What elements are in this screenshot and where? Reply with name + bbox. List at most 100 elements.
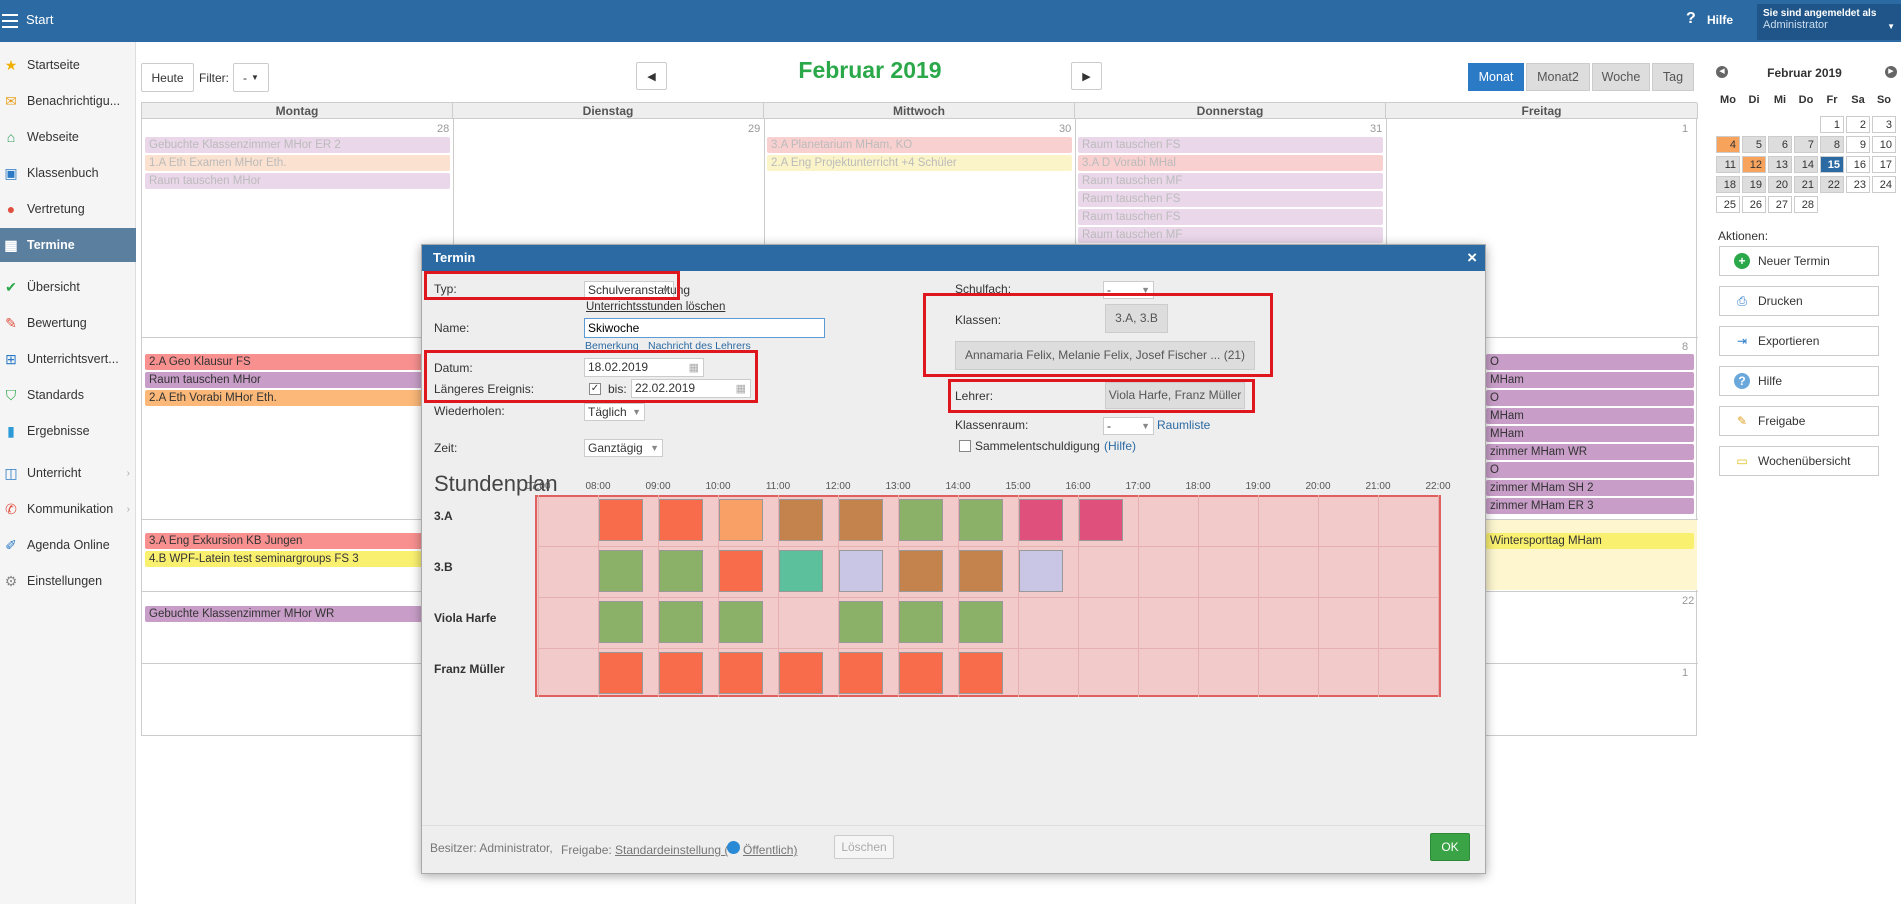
sammel-help-link[interactable]: (Hilfe) (1104, 439, 1136, 453)
lesson-block[interactable] (839, 652, 883, 694)
calendar-event[interactable]: Gebuchte Klassenzimmer MHor ER 2 (145, 137, 450, 153)
sidebar-item-8[interactable]: ⊞ Unterrichtsvert... (0, 342, 136, 376)
lesson-block[interactable] (1079, 499, 1123, 541)
sidebar-item-7[interactable]: ✎ Bewertung (0, 306, 136, 340)
klassenraum-select[interactable]: - ▼ (1103, 417, 1154, 435)
lesson-block[interactable] (839, 550, 883, 592)
wiederholen-select[interactable]: Täglich ▼ (584, 403, 645, 421)
mini-next-icon[interactable]: ▶ (1885, 66, 1897, 78)
sidebar-item-5[interactable]: ▦ Termine (0, 228, 136, 262)
mini-cal-day[interactable]: 7 (1794, 136, 1818, 153)
calendar-event[interactable]: 3.A Eng Exkursion KB Jungen (145, 533, 450, 549)
close-icon[interactable]: × (1467, 248, 1477, 267)
sidebar-item-13[interactable]: ✐ Agenda Online (0, 528, 136, 562)
mini-cal-day[interactable]: 13 (1768, 156, 1792, 173)
lesson-block[interactable] (959, 601, 1003, 643)
mini-cal-day[interactable]: 9 (1846, 136, 1870, 153)
mini-cal-day[interactable]: 24 (1872, 176, 1896, 193)
calendar-event[interactable]: MHam (1486, 372, 1694, 388)
mini-cal-day[interactable]: 5 (1742, 136, 1766, 153)
calendar-event[interactable]: 2.A Eng Projektunterricht +4 Schüler (767, 155, 1072, 171)
lehrer-field[interactable]: Viola Harfe, Franz Müller (1105, 382, 1245, 409)
calendar-event[interactable]: 3.A D Vorabi MHal (1078, 155, 1383, 171)
sidebar-item-2[interactable]: ⌂ Webseite (0, 120, 136, 154)
lesson-block[interactable] (599, 652, 643, 694)
calendar-event[interactable]: Raum tauschen FS (1078, 137, 1383, 153)
lesson-block[interactable] (599, 499, 643, 541)
lesson-block[interactable] (659, 499, 703, 541)
sidebar-item-11[interactable]: ◫ Unterricht › (0, 456, 136, 490)
ok-button[interactable]: OK (1430, 833, 1470, 861)
next-month-button[interactable]: ▶ (1071, 62, 1102, 90)
sidebar-item-4[interactable]: ● Vertretung (0, 192, 136, 226)
lesson-block[interactable] (959, 499, 1003, 541)
lesson-block[interactable] (719, 601, 763, 643)
freigabe-public-link[interactable]: Öffentlich) (743, 843, 798, 857)
calendar-event[interactable]: O (1486, 354, 1694, 370)
lesson-block[interactable] (1019, 550, 1063, 592)
action-button[interactable]: ✎ Freigabe (1719, 406, 1879, 436)
nachricht-link[interactable]: Nachricht des Lehrers (648, 340, 751, 352)
calendar-event[interactable]: O (1486, 390, 1694, 406)
mini-cal-day[interactable]: 26 (1742, 196, 1766, 213)
mini-cal-day[interactable]: 10 (1872, 136, 1896, 153)
delete-button[interactable]: Löschen (834, 835, 894, 859)
calendar-event[interactable]: MHam (1486, 426, 1694, 442)
mini-cal-day[interactable]: 11 (1716, 156, 1740, 173)
calendar-event[interactable]: Raum tauschen MHor (145, 173, 450, 189)
calendar-event[interactable]: 2.A Geo Klausur FS (145, 354, 450, 370)
help-link[interactable]: Hilfe (1707, 13, 1734, 27)
view-month2-button[interactable]: Monat2 (1526, 63, 1590, 91)
lesson-block[interactable] (719, 652, 763, 694)
lesson-block[interactable] (719, 550, 763, 592)
sidebar-item-10[interactable]: ▮ Ergebnisse (0, 414, 136, 448)
lesson-block[interactable] (899, 652, 943, 694)
mini-cal-day[interactable]: 2 (1846, 116, 1870, 133)
typ-select[interactable]: Schulveranstaltung ▼ (584, 281, 690, 299)
mini-cal-day[interactable]: 4 (1716, 136, 1740, 153)
delete-lessons-link[interactable]: Unterrichtsstunden löschen (586, 301, 726, 313)
zeit-select[interactable]: Ganztägig ▼ (584, 439, 663, 457)
lesson-block[interactable] (659, 550, 703, 592)
sidebar-item-12[interactable]: ✆ Kommunikation › (0, 492, 136, 526)
filter-select[interactable]: - ▼ (233, 63, 269, 92)
long-event-checkbox[interactable]: ✓ (589, 383, 601, 395)
mini-cal-day[interactable]: 14 (1794, 156, 1818, 173)
calendar-event[interactable]: Raum tauschen MF (1078, 227, 1383, 243)
calendar-event[interactable]: 3.A Planetarium MHam, KO (767, 137, 1072, 153)
mini-cal-day[interactable]: 6 (1768, 136, 1792, 153)
lesson-block[interactable] (839, 601, 883, 643)
sidebar-item-6[interactable]: ✔ Übersicht (0, 270, 136, 304)
mini-cal-day[interactable]: 28 (1794, 196, 1818, 213)
bemerkung-link[interactable]: Bemerkung (585, 340, 639, 352)
calendar-event[interactable]: 1.A Eth Examen MHor Eth. (145, 155, 450, 171)
mini-cal-day[interactable]: 22 (1820, 176, 1844, 193)
mini-cal-day[interactable]: 8 (1820, 136, 1844, 153)
mini-cal-day[interactable]: 12 (1742, 156, 1766, 173)
lesson-block[interactable] (899, 499, 943, 541)
students-field[interactable]: Annamaria Felix, Melanie Felix, Josef Fi… (955, 341, 1255, 370)
sidebar-item-1[interactable]: ✉ Benachrichtigu... (0, 84, 136, 118)
today-button[interactable]: Heute (141, 63, 194, 92)
sidebar-item-0[interactable]: ★ Startseite (0, 48, 136, 82)
lesson-block[interactable] (659, 652, 703, 694)
sidebar-item-14[interactable]: ⚙ Einstellungen (0, 564, 136, 598)
calendar-event[interactable]: zimmer MHam SH 2 (1486, 480, 1694, 496)
action-button[interactable]: ? Hilfe (1719, 366, 1879, 396)
mini-cal-day[interactable]: 23 (1846, 176, 1870, 193)
calendar-event[interactable]: MHam (1486, 408, 1694, 424)
mini-cal-day[interactable]: 27 (1768, 196, 1792, 213)
lesson-block[interactable] (779, 550, 823, 592)
mini-cal-day[interactable]: 1 (1820, 116, 1844, 133)
view-day-button[interactable]: Tag (1652, 63, 1694, 91)
raumliste-link[interactable]: Raumliste (1157, 418, 1211, 432)
lesson-block[interactable] (599, 550, 643, 592)
lesson-block[interactable] (719, 499, 763, 541)
bis-input[interactable]: 22.02.2019 ▦ (631, 379, 751, 398)
lesson-block[interactable] (899, 550, 943, 592)
lesson-block[interactable] (599, 601, 643, 643)
action-button[interactable]: + Neuer Termin (1719, 246, 1879, 276)
app-title[interactable]: Start (26, 12, 54, 27)
sidebar-item-9[interactable]: ⛉ Standards (0, 378, 136, 412)
prev-month-button[interactable]: ◀ (636, 62, 667, 90)
